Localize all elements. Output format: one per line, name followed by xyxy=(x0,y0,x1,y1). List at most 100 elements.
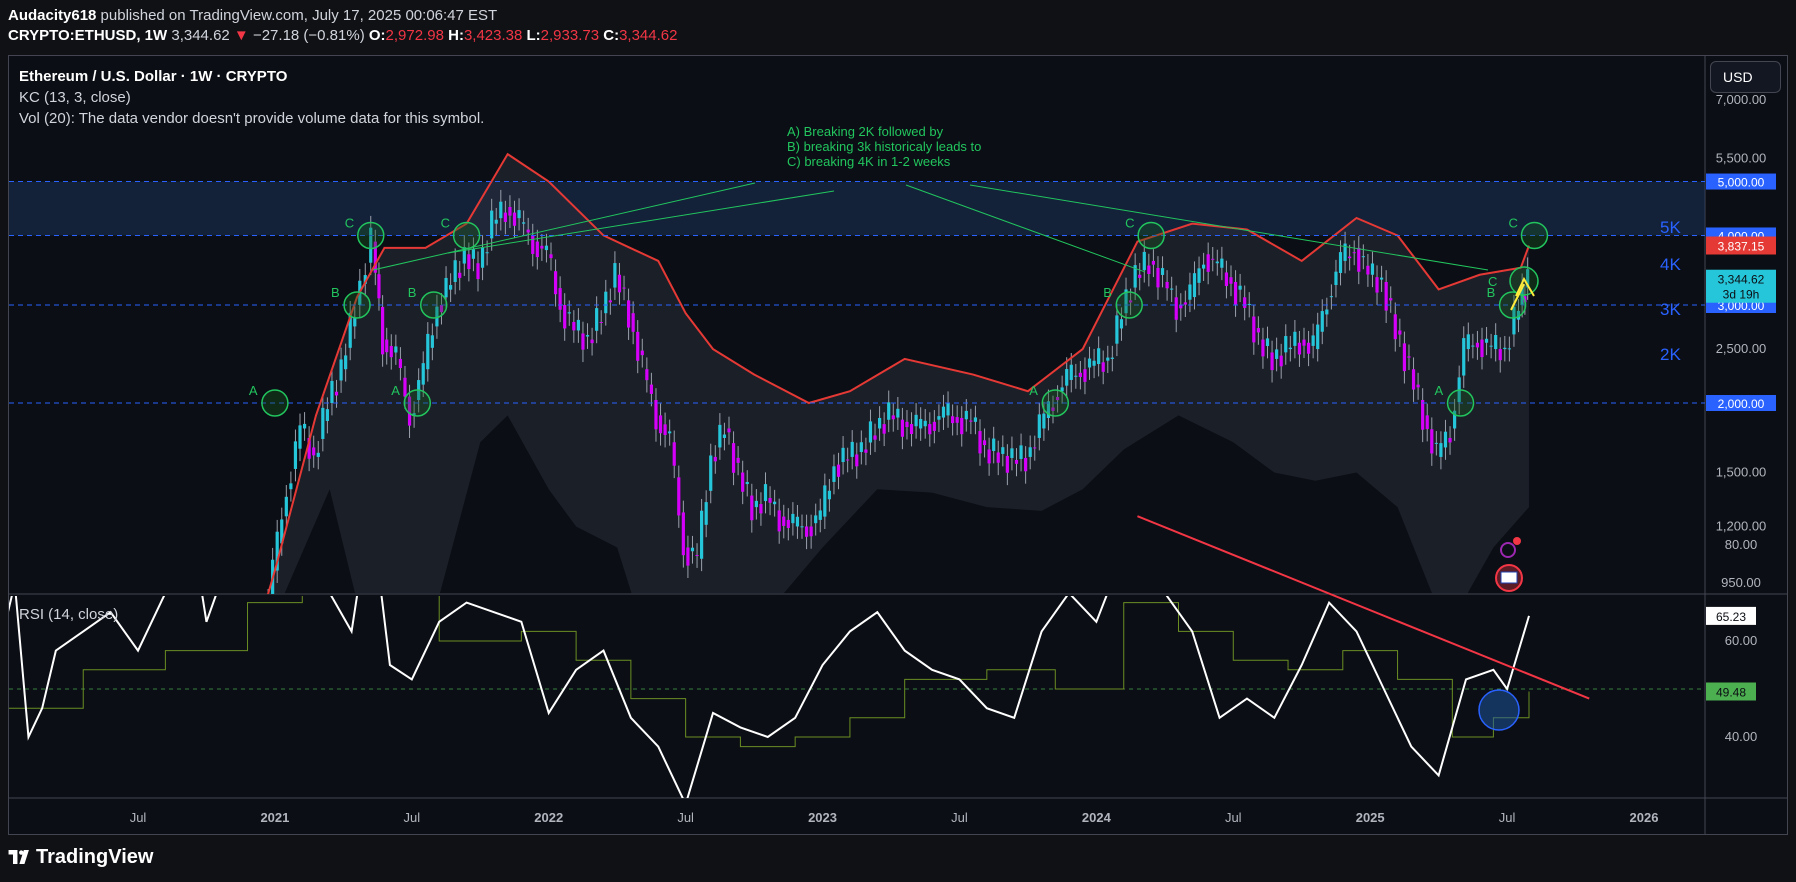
legend-title[interactable]: Ethereum / U.S. Dollar · 1W · CRYPTO xyxy=(19,68,288,85)
candle-body xyxy=(919,419,923,429)
candle-body xyxy=(604,291,608,314)
candle-body xyxy=(1302,339,1306,346)
candle-body xyxy=(923,420,927,427)
time-axis-tick: 2026 xyxy=(1630,810,1659,825)
candle-body xyxy=(1156,267,1160,288)
candle-body xyxy=(1124,289,1128,314)
candle-body xyxy=(1142,251,1146,271)
candle-body xyxy=(353,318,357,327)
price-axis-tick: 2,500.00 xyxy=(1716,341,1767,356)
candle-body xyxy=(827,490,831,500)
time-axis-tick: Jul xyxy=(1499,810,1516,825)
candle-body xyxy=(334,391,339,396)
candle-body xyxy=(471,249,476,259)
candle-body xyxy=(745,481,749,485)
candle-body xyxy=(389,346,393,358)
candle-body xyxy=(1343,243,1347,261)
candle-body xyxy=(777,510,781,532)
candle-body xyxy=(649,384,654,394)
rsi-legend[interactable]: RSI (14, close) xyxy=(19,606,119,623)
candle-body xyxy=(549,254,553,259)
candle-body xyxy=(394,346,398,353)
candle-body xyxy=(1046,401,1051,418)
candle-body xyxy=(512,212,517,226)
candle-body xyxy=(1453,410,1457,429)
brand-text: TradingView xyxy=(36,846,154,868)
legend-vol[interactable]: Vol (20): The data vendor doesn't provid… xyxy=(19,110,485,127)
candle-body xyxy=(1019,445,1023,459)
time-axis-tick: 2024 xyxy=(1082,810,1112,825)
rsi-overbought-fill-2 xyxy=(1137,516,1164,593)
candle-body xyxy=(307,437,311,459)
candle-body xyxy=(736,457,740,463)
candle-body xyxy=(1119,319,1124,329)
candle-body xyxy=(1087,358,1092,368)
candle-body xyxy=(795,516,800,527)
candle-body xyxy=(1379,277,1384,280)
time-axis-tick: Jul xyxy=(404,810,421,825)
tradingview-logo-icon xyxy=(8,850,29,864)
candle-body xyxy=(873,435,877,440)
kc-upper-price-text: 3,837.15 xyxy=(1718,240,1765,254)
signal-letter-c: C xyxy=(345,215,354,230)
candle-body xyxy=(658,415,663,434)
projection-arrow-head xyxy=(1515,276,1535,297)
candle-body xyxy=(1434,442,1438,444)
candle-body xyxy=(585,335,590,337)
candle-body xyxy=(823,485,827,517)
legend-kc[interactable]: KC (13, 3, close) xyxy=(19,89,131,106)
candle-body xyxy=(1370,263,1375,275)
candle-body xyxy=(909,424,914,434)
candle-body xyxy=(814,515,818,524)
candle-body xyxy=(1498,349,1502,361)
candle-body xyxy=(891,415,895,420)
candle-body xyxy=(1306,342,1311,354)
candle-body xyxy=(1147,265,1151,274)
candle-body xyxy=(951,416,955,424)
time-axis-tick: Jul xyxy=(1225,810,1242,825)
candle-body xyxy=(763,484,768,502)
annotation-connector-1 xyxy=(372,182,756,271)
flag-body-icon xyxy=(1500,571,1518,584)
candle-body xyxy=(462,246,466,264)
time-axis-tick: Jul xyxy=(130,810,147,825)
candle-body xyxy=(1261,339,1265,357)
candle-body xyxy=(1475,342,1480,348)
signal-letter-a: A xyxy=(391,383,400,398)
candle-body xyxy=(964,410,968,420)
candle-body xyxy=(439,305,444,313)
candle-body xyxy=(759,504,763,514)
candle-body xyxy=(330,380,334,403)
tradingview-logo[interactable]: TradingView xyxy=(8,846,153,869)
candle-body xyxy=(663,424,667,435)
candle-body xyxy=(731,443,736,473)
low-label: L: xyxy=(526,27,541,44)
candle-body xyxy=(855,454,859,467)
candle-body xyxy=(941,406,946,418)
time-axis-tick: 2025 xyxy=(1356,810,1385,825)
candle-body xyxy=(1329,296,1333,298)
candle-body xyxy=(1005,455,1009,473)
candle-body xyxy=(1411,369,1416,390)
publisher-name[interactable]: Audacity618 xyxy=(8,7,97,24)
candle-body xyxy=(403,377,407,397)
candle-countdown-text: 3d 19h xyxy=(1723,288,1760,302)
candle-body xyxy=(1256,328,1260,333)
candle-body xyxy=(430,335,434,348)
signal-circle-c xyxy=(356,221,385,250)
price-axis-tick: 950.00 xyxy=(1721,575,1761,590)
candle-body xyxy=(1265,338,1270,347)
candle-body xyxy=(1206,254,1210,272)
signal-letter-c: C xyxy=(441,215,450,230)
candle-body xyxy=(567,312,571,314)
level-label-3k: 3K xyxy=(1660,300,1681,319)
currency-button[interactable]: USD xyxy=(1710,61,1781,93)
candle-body xyxy=(348,312,352,348)
candle-body xyxy=(1078,372,1082,377)
candle-body xyxy=(508,207,512,216)
candle-body xyxy=(1014,459,1019,464)
candle-body xyxy=(544,245,549,251)
annotation-connector-3 xyxy=(905,184,1146,273)
signal-letter-c: C xyxy=(1508,215,1517,230)
